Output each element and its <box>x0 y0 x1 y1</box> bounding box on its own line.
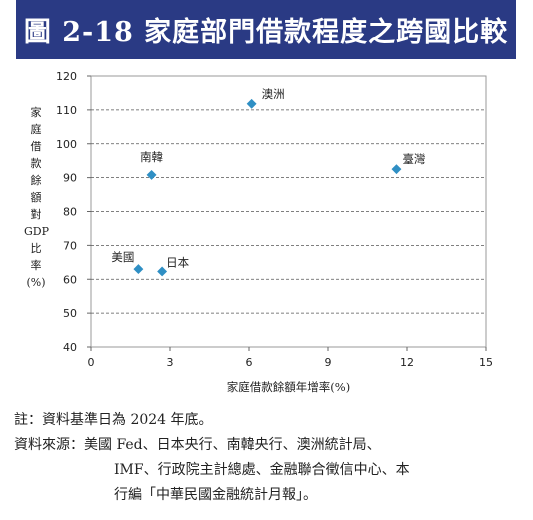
x-tick-label: 15 <box>479 356 493 369</box>
y-axis-label-char: 比 <box>30 242 42 255</box>
y-tick-label: 40 <box>63 341 77 354</box>
y-axis-label-char: 額 <box>30 191 42 204</box>
y-axis-label-char: 餘 <box>30 174 42 187</box>
x-tick-label: 12 <box>400 356 414 369</box>
y-tick-label: 70 <box>63 239 77 252</box>
data-label: 日本 <box>166 255 189 269</box>
y-axis-label-char: (%) <box>26 276 46 289</box>
y-tick-label: 50 <box>63 307 77 320</box>
data-label: 澳洲 <box>262 87 285 101</box>
y-tick-label: 90 <box>63 172 77 185</box>
source-line-3: 行編「中華民國金融統計月報」。 <box>114 487 317 503</box>
x-axis-label: 家庭借款餘額年增率(%) <box>227 380 350 394</box>
note-line: 註：資料基準日為 2024 年底。 <box>14 412 213 428</box>
y-tick-label: 110 <box>56 104 77 117</box>
data-point <box>391 164 402 175</box>
y-axis-label-char: 借 <box>30 140 42 153</box>
footnotes: 註：資料基準日為 2024 年底。 資料來源： 美國 Fed、日本央行、南韓央行… <box>14 408 519 508</box>
y-axis-label-char: 對 <box>30 208 42 221</box>
data-label: 臺灣 <box>402 152 425 166</box>
y-tick-label: 60 <box>63 273 77 286</box>
data-label: 南韓 <box>140 150 163 164</box>
y-tick-label: 100 <box>56 138 77 151</box>
y-tick-label: 120 <box>56 70 77 83</box>
data-point <box>146 169 157 180</box>
data-point <box>133 264 144 275</box>
x-tick-label: 0 <box>88 356 95 369</box>
y-tick-label: 80 <box>63 206 77 219</box>
data-point <box>246 98 257 109</box>
source-line-1: 美國 Fed、日本央行、南韓央行、澳洲統計局、 <box>84 437 381 453</box>
chart-title: 圖 2-18 家庭部門借款程度之跨國比較 <box>16 0 516 59</box>
y-axis-label-char: 家 <box>30 106 42 119</box>
source-line-2: IMF、行政院主計總處、金融聯合徵信中心、本 <box>114 462 410 478</box>
x-tick-label: 9 <box>325 356 332 369</box>
y-axis-label-char: 款 <box>30 157 42 170</box>
source-label: 資料來源： <box>14 437 84 453</box>
y-axis-label-char: 率 <box>30 259 42 272</box>
data-label: 美國 <box>111 250 134 264</box>
x-tick-label: 3 <box>167 356 174 369</box>
x-tick-label: 6 <box>246 356 253 369</box>
y-axis-label-char: GDP <box>24 225 50 238</box>
y-axis-label-char: 庭 <box>30 123 42 136</box>
data-point <box>157 266 168 277</box>
y-axis-label: 家庭借款餘額對 GDP 比率 (%) <box>24 104 50 291</box>
scatter-chart: 40 50 60 70 80 90 100 110 120 0 3 6 9 12 15 家庭借款餘額年增率(%… <box>56 70 493 394</box>
